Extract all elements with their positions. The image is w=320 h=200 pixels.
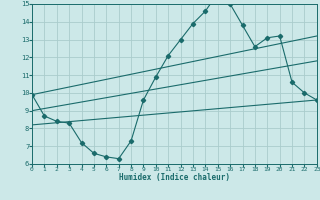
- X-axis label: Humidex (Indice chaleur): Humidex (Indice chaleur): [119, 173, 230, 182]
